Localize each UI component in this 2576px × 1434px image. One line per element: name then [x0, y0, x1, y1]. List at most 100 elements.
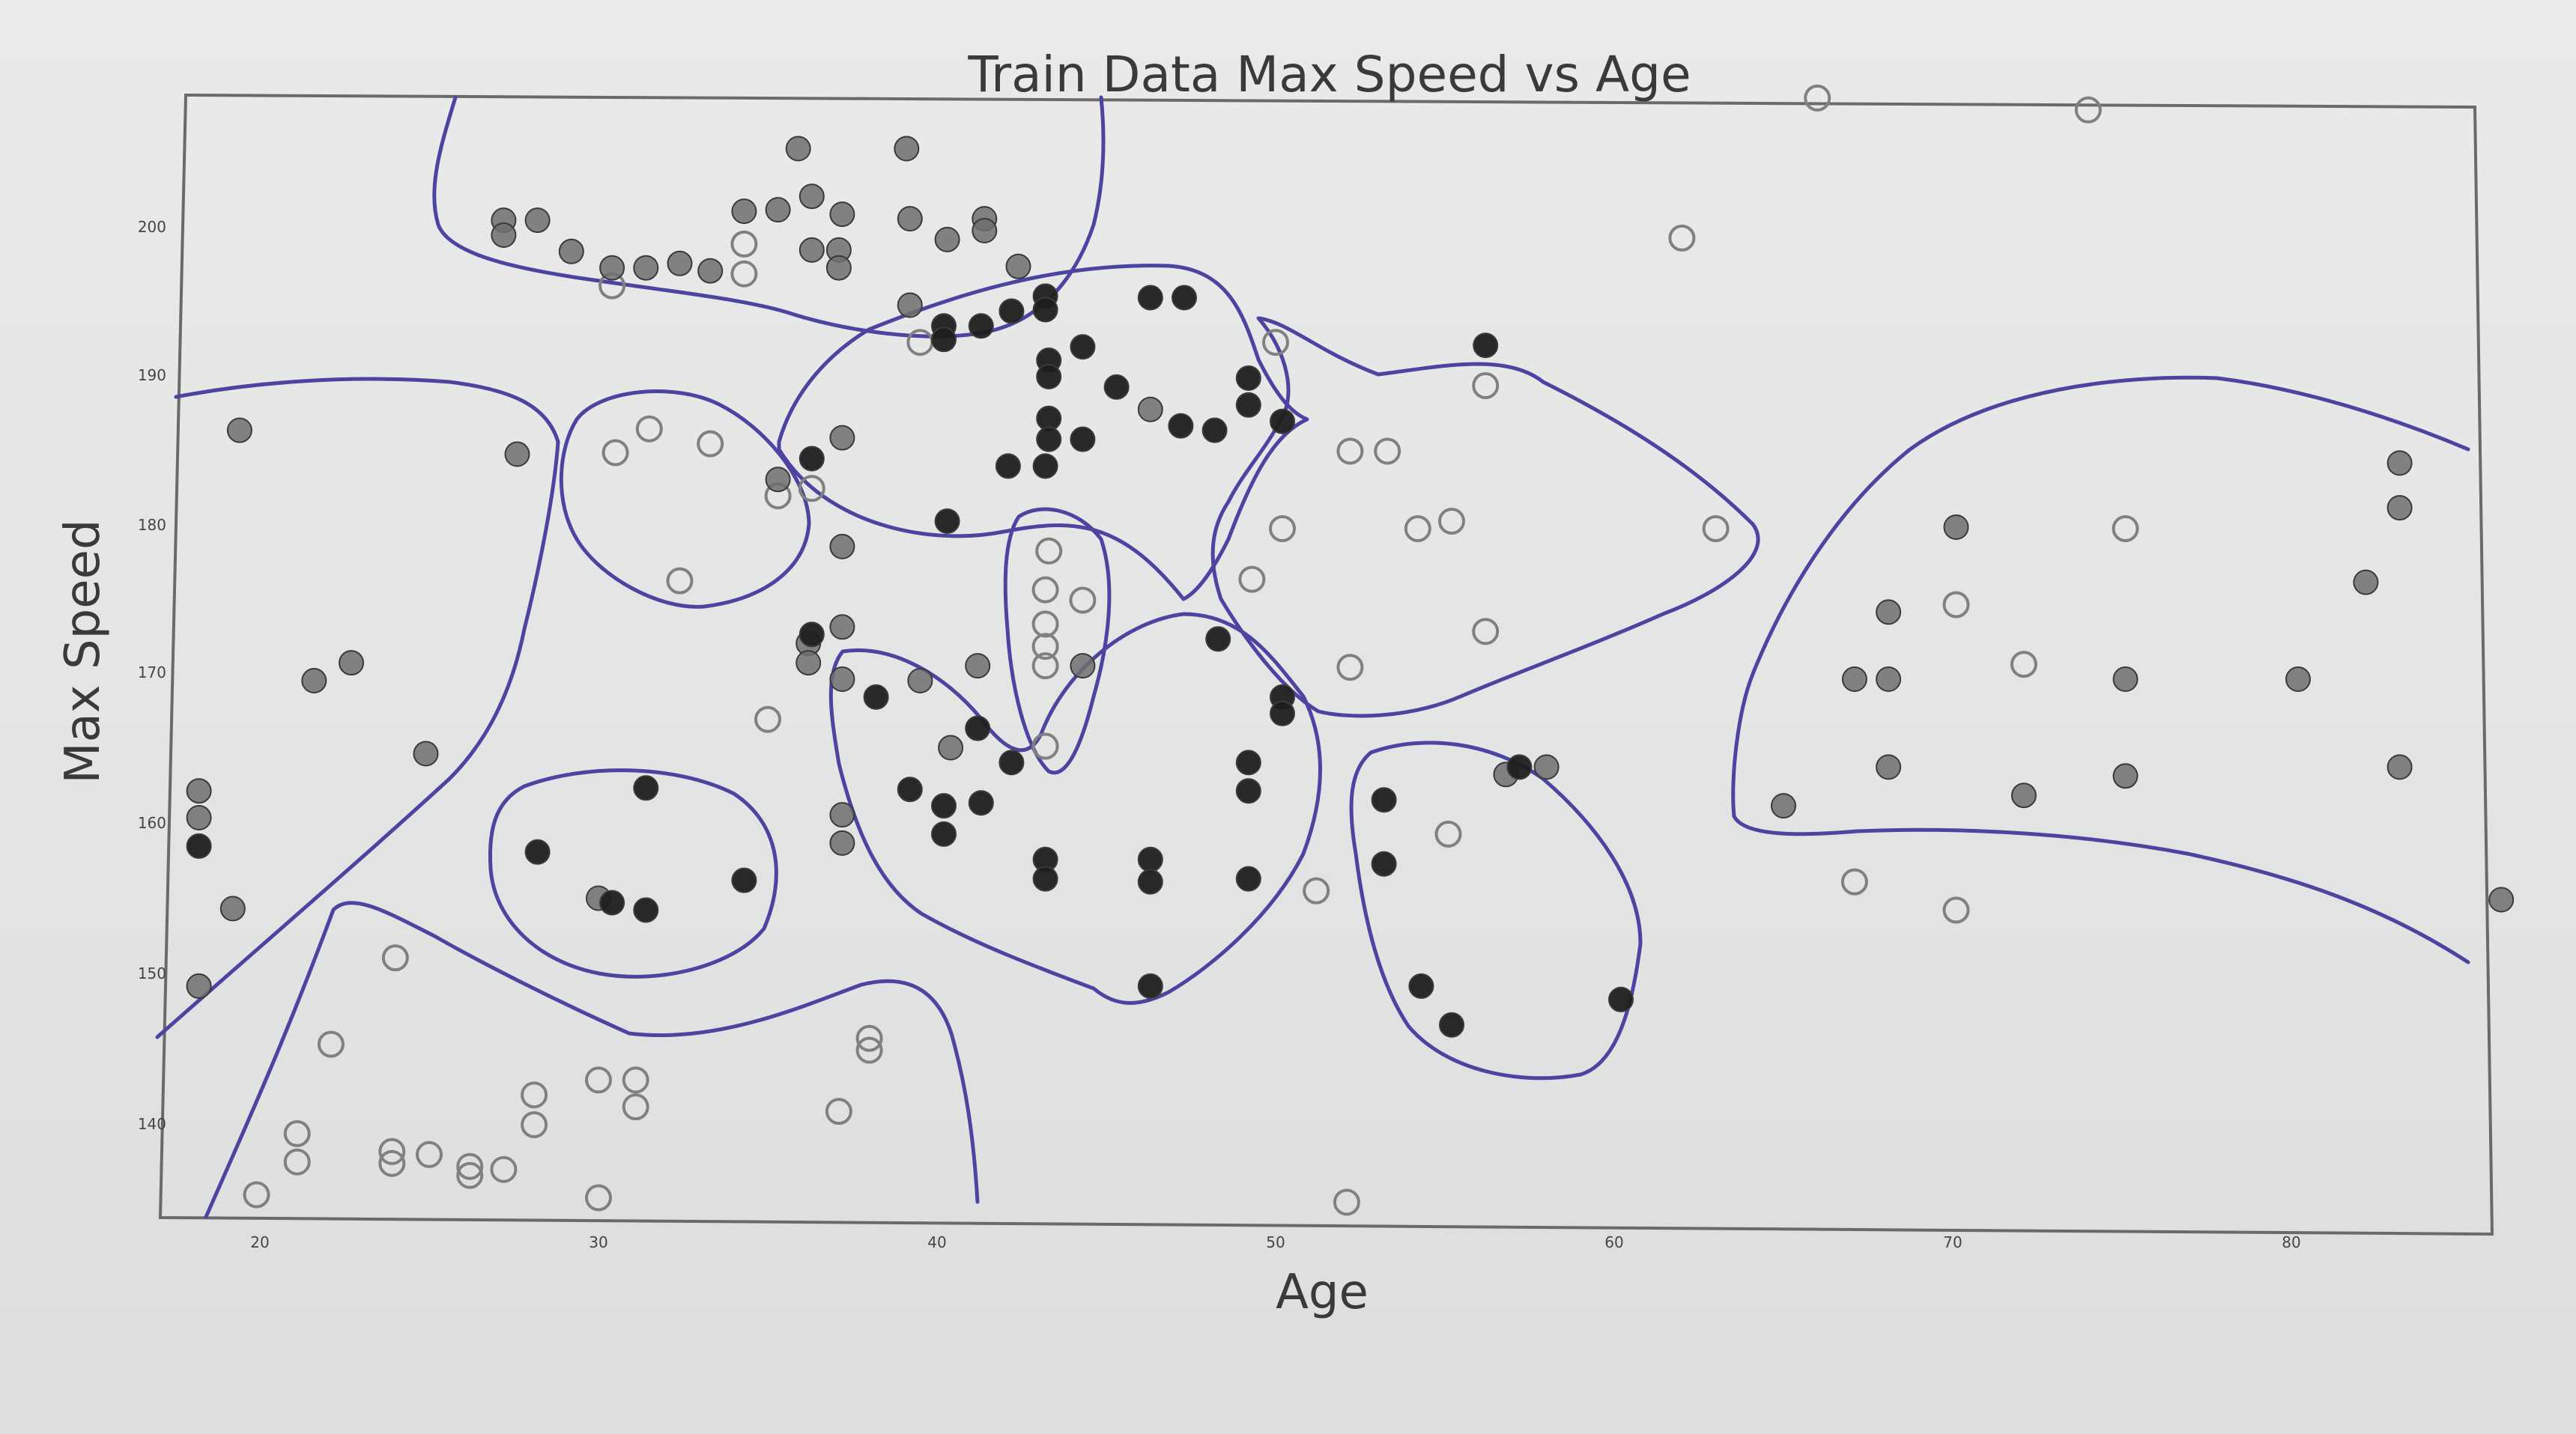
- cluster-outline: [1731, 375, 2470, 964]
- gray-data-point: [339, 650, 364, 676]
- black-data-point: [1205, 626, 1231, 652]
- hollow-data-point: [2112, 515, 2139, 542]
- gray-data-point: [504, 441, 530, 467]
- hollow-data-point: [1336, 437, 1364, 465]
- hollow-data-point: [825, 1098, 852, 1125]
- x-tick-label: 60: [1604, 1233, 1623, 1251]
- black-data-point: [1235, 778, 1261, 804]
- x-tick-labels: 20 30 40 50 60 70 80: [250, 1233, 2300, 1251]
- hollow-data-point: [601, 439, 629, 467]
- hollow-data-point: [855, 1024, 883, 1052]
- black-data-point: [1235, 392, 1261, 418]
- black-data-point: [968, 790, 994, 816]
- hollow-data-point: [666, 567, 694, 595]
- gray-data-point: [897, 292, 923, 318]
- black-data-point: [1235, 750, 1261, 776]
- hollow-data-point: [1031, 576, 1059, 604]
- black-data-point: [1506, 754, 1533, 780]
- gray-data-point: [599, 255, 625, 281]
- gray-data-point: [829, 201, 855, 228]
- y-tick-label: 200: [138, 218, 166, 236]
- gray-data-point: [2386, 754, 2413, 780]
- cluster-outline: [432, 95, 1106, 338]
- gray-data-point: [219, 896, 246, 922]
- gray-data-point: [897, 206, 923, 232]
- gray-data-point: [829, 666, 855, 692]
- gray-data-point: [731, 198, 757, 225]
- gray-data-point: [1070, 653, 1096, 679]
- gray-data-point: [2488, 887, 2515, 913]
- black-data-point: [1036, 364, 1062, 389]
- gray-data-point: [2285, 666, 2311, 692]
- hollow-data-point: [1238, 565, 1266, 593]
- hollow-data-point: [906, 329, 934, 356]
- cluster-outline: [777, 264, 1309, 601]
- y-tick-label: 170: [138, 663, 166, 681]
- hollow-data-point: [521, 1081, 548, 1109]
- cluster-outline: [1349, 741, 1643, 1081]
- black-data-point: [1439, 1012, 1464, 1038]
- hollow-data-point: [585, 1184, 612, 1212]
- hollow-data-point: [317, 1030, 345, 1058]
- hollow-data-point: [243, 1181, 270, 1209]
- hollow-data-point: [754, 705, 781, 733]
- hollow-data-point: [622, 1066, 649, 1094]
- black-data-point: [1371, 851, 1397, 877]
- black-data-point: [731, 867, 757, 893]
- black-data-point: [1235, 365, 1261, 391]
- hollow-data-point: [1472, 618, 1500, 645]
- hollow-data-point: [1069, 586, 1097, 614]
- gray-data-point: [1943, 514, 1969, 540]
- gray-data-point: [1841, 666, 1867, 692]
- gray-data-point: [795, 650, 822, 676]
- black-data-point: [1201, 417, 1228, 443]
- black-data-point: [1032, 453, 1058, 479]
- hollow-data-point: [1333, 1188, 1360, 1216]
- hollow-data-point: [381, 944, 409, 972]
- black-data-point: [1608, 986, 1634, 1012]
- gray-data-point: [2112, 666, 2139, 692]
- y-tick-label: 140: [138, 1115, 166, 1133]
- black-data-point: [798, 622, 825, 648]
- gray-data-point: [1137, 396, 1163, 422]
- hollow-data-point: [1031, 732, 1059, 760]
- cluster-outline: [155, 377, 560, 1039]
- gray-data-point: [697, 258, 724, 284]
- hollow-data-point: [635, 415, 663, 443]
- hollow-data-point: [1031, 633, 1059, 660]
- hollow-data-point: [1942, 896, 1970, 924]
- gray-data-point: [1005, 253, 1031, 279]
- black-data-point: [931, 793, 957, 819]
- x-tick-label: 80: [2282, 1233, 2300, 1251]
- y-tick-label: 160: [138, 814, 166, 832]
- gray-data-point: [1876, 754, 1902, 780]
- gray-data-point: [524, 207, 551, 234]
- hollow-data-point: [730, 260, 758, 288]
- black-data-point: [1235, 866, 1261, 892]
- black-data-point: [1168, 413, 1194, 439]
- gray-data-point: [667, 250, 693, 276]
- gray-data-point: [2010, 783, 2037, 809]
- gray-data-point: [798, 183, 825, 210]
- black-data-point: [995, 453, 1021, 479]
- hollow-data-point: [1269, 515, 1296, 542]
- x-tick-label: 30: [589, 1233, 607, 1251]
- black-data-point: [931, 326, 957, 353]
- black-data-point: [998, 298, 1025, 324]
- gray-data-point: [1533, 754, 1560, 780]
- gray-data-point: [907, 668, 933, 693]
- hollow-data-point: [490, 1155, 518, 1183]
- hollow-data-point: [1434, 820, 1462, 848]
- hollow-data-point: [730, 230, 758, 258]
- black-data-point: [1070, 426, 1096, 452]
- black-data-point: [1270, 408, 1295, 434]
- gray-data-point: [2386, 450, 2413, 476]
- gray-data-point: [829, 425, 855, 451]
- gray-data-point: [413, 741, 439, 767]
- hollow-data-point: [798, 475, 825, 502]
- plot-frame: [158, 93, 2494, 1236]
- black-data-point: [1371, 787, 1397, 813]
- black-data-point: [524, 839, 551, 865]
